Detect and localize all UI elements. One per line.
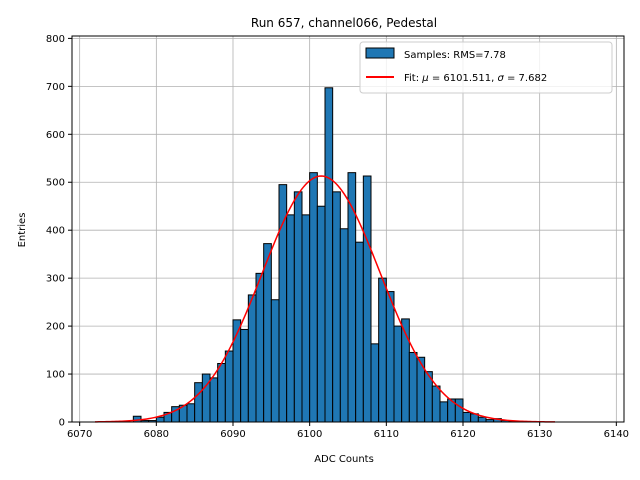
histogram-bar	[385, 291, 395, 423]
histogram-bar	[347, 172, 357, 423]
y-tick-label: 200	[46, 322, 65, 333]
x-tick-label: 6120	[450, 429, 475, 440]
y-tick-label: 300	[46, 274, 65, 285]
x-tick-label: 6080	[144, 429, 169, 440]
fit-curve-layer	[94, 175, 556, 423]
legend-box	[359, 41, 613, 94]
plot-frame	[71, 35, 625, 423]
histogram-bar	[270, 299, 280, 423]
x-axis-ticks: 6070 6080 6090 6100 6110 6120 6130 6140	[67, 422, 629, 440]
histogram-bar	[224, 350, 234, 423]
legend-histogram-label: Samples: RMS=7.78	[404, 50, 506, 61]
histogram-bar	[316, 205, 326, 423]
histogram-bar	[378, 277, 387, 423]
legend: Samples: RMS=7.78 Fit: μ = 6101.511, σ =…	[359, 41, 613, 94]
histogram-bars	[132, 87, 518, 423]
histogram-bar	[431, 385, 441, 423]
histogram-bar	[393, 325, 403, 423]
histogram-bar	[240, 328, 249, 423]
y-tick-label: 400	[46, 226, 65, 237]
x-tick-label: 6140	[604, 429, 629, 440]
histogram-bar	[309, 172, 318, 423]
histogram-bar	[439, 401, 449, 423]
histogram-bar	[370, 343, 380, 423]
histogram-bar	[462, 411, 472, 423]
x-tick-label: 6100	[297, 429, 322, 440]
histogram-bar	[324, 87, 334, 423]
y-tick-label: 100	[46, 370, 65, 381]
histogram-bar	[477, 416, 487, 423]
y-tick-label: 500	[46, 178, 65, 189]
y-tick-label: 600	[46, 130, 65, 141]
histogram-bar	[286, 214, 295, 423]
histogram-bar	[194, 382, 203, 423]
histogram-bar	[255, 272, 265, 423]
histogram-bar	[362, 175, 372, 423]
y-axis-label: Entries	[17, 213, 28, 248]
legend-fit-mu-symbol: μ	[421, 73, 428, 84]
histogram-bar	[301, 214, 311, 423]
chart-title: Run 657, channel066, Pedestal	[251, 16, 437, 30]
histogram-bar	[155, 416, 165, 423]
fit-curve	[94, 175, 556, 423]
y-axis-ticks: 0 100 200 300 400 500 600 700 800	[46, 34, 72, 429]
histogram-bar	[339, 228, 349, 423]
histogram-bar	[217, 363, 226, 423]
y-tick-label: 0	[59, 418, 65, 429]
legend-fit-sigma-symbol: σ	[497, 73, 504, 84]
x-tick-label: 6070	[67, 429, 92, 440]
histogram-bar	[293, 191, 303, 423]
histogram-bar	[209, 377, 219, 423]
y-tick-label: 800	[46, 34, 65, 45]
x-axis-label: ADC Counts	[314, 454, 374, 465]
histogram-bar	[332, 191, 341, 423]
x-tick-label: 6110	[374, 429, 399, 440]
histogram-bar	[355, 241, 364, 423]
legend-fit-mu-value: = 6101.511,	[429, 73, 498, 84]
x-tick-label: 6130	[527, 429, 552, 440]
histogram-bar	[278, 184, 288, 423]
histogram-bar	[186, 403, 196, 423]
y-tick-label: 700	[46, 82, 65, 93]
x-tick-label: 6090	[220, 429, 245, 440]
histogram-bar	[408, 351, 418, 423]
legend-fit-label: Fit: μ = 6101.511, σ = 7.682	[404, 73, 547, 84]
histogram-bar	[454, 398, 464, 423]
histogram-bar	[263, 243, 272, 423]
legend-histogram-swatch	[365, 47, 395, 59]
legend-fit-prefix: Fit:	[404, 73, 422, 84]
histogram-bar	[247, 294, 257, 423]
legend-fit-sigma-value: = 7.682	[504, 73, 547, 84]
